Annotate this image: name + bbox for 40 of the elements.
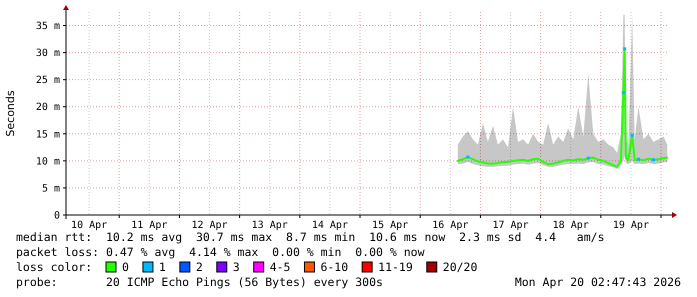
legend-label: 0 bbox=[122, 260, 129, 274]
y-tick-label: 0 bbox=[54, 210, 60, 222]
legend-label: 11-19 bbox=[378, 260, 413, 274]
legend-title: loss color: bbox=[16, 260, 92, 274]
point bbox=[466, 156, 470, 159]
y-tick-label: 25 m bbox=[36, 75, 60, 86]
y-tick-label: 15 m bbox=[36, 129, 60, 140]
legend-label: 2 bbox=[196, 260, 203, 274]
point bbox=[623, 47, 626, 50]
x-tick-label: 14 Apr bbox=[312, 220, 348, 231]
y-tick-label: 35 m bbox=[36, 21, 60, 32]
text: median rtt: 10.2 ms avg 30.7 ms max 8.7 ms min 10.6 ms now 2.3 ms sd 4.4 am/s bbox=[16, 230, 605, 244]
x-tick-label: 18 Apr bbox=[552, 220, 589, 231]
point bbox=[630, 134, 634, 137]
point bbox=[652, 158, 655, 162]
y-axis-title: Seconds bbox=[4, 90, 17, 137]
y-tick-label: 30 m bbox=[36, 48, 60, 60]
x-tick-label: 11 Apr bbox=[131, 220, 168, 231]
y-tick-label: 20 m bbox=[36, 102, 60, 114]
x-tick-label: 12 Apr bbox=[191, 220, 228, 231]
x-tick-label: 10 Apr bbox=[71, 220, 108, 231]
text: probe: 20 ICMP Echo Pings (56 Bytes) every 300s bbox=[16, 275, 383, 289]
text: Mon Apr 20 02:47:43 2026 bbox=[514, 275, 682, 289]
line-series bbox=[456, 48, 668, 168]
x-tick-label: 17 Apr bbox=[492, 220, 529, 231]
legend-label: 4-5 bbox=[270, 260, 290, 274]
legend-label: 6-10 bbox=[320, 260, 348, 274]
y-tick-label: 10 m bbox=[36, 156, 60, 168]
text: packet loss: 0.47 % avg 4.14 % max 0.00 % min 0.00 % now bbox=[16, 245, 425, 259]
x-tick-label: 16 Apr bbox=[432, 220, 468, 231]
point bbox=[586, 156, 590, 160]
point bbox=[622, 91, 625, 94]
point bbox=[636, 158, 640, 161]
x-tick-label: 15 Apr bbox=[372, 220, 408, 231]
x-tick-label: 19 Apr bbox=[612, 220, 649, 231]
legend-label: 3 bbox=[232, 260, 240, 274]
legend-label: 20/20 bbox=[442, 260, 478, 274]
x-tick-label: 13 Apr bbox=[252, 220, 288, 231]
y-tick-label: 5 m bbox=[42, 183, 60, 194]
legend-label: 1 bbox=[158, 260, 166, 274]
